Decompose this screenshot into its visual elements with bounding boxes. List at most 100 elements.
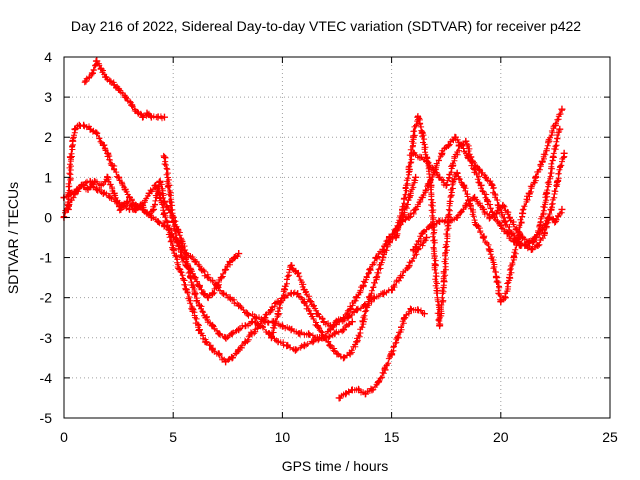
data-point	[418, 229, 426, 237]
data-point	[532, 234, 540, 241]
data-point	[320, 318, 328, 326]
data-point	[147, 213, 155, 221]
data-point	[143, 209, 151, 217]
data-point	[165, 225, 173, 233]
data-point	[484, 197, 492, 205]
data-point	[154, 217, 162, 225]
grid-lines	[64, 57, 610, 418]
data-point	[274, 310, 282, 318]
data-point	[110, 189, 118, 197]
data-point	[176, 266, 184, 274]
data-point	[222, 358, 230, 366]
data-point	[86, 125, 94, 133]
data-point	[416, 153, 424, 161]
data-point	[551, 121, 559, 129]
data-point	[462, 137, 470, 145]
data-point	[182, 262, 190, 270]
data-point	[93, 57, 101, 65]
data-point	[558, 205, 566, 213]
data-point	[462, 201, 470, 209]
data-point	[101, 73, 109, 81]
data-point	[497, 298, 505, 306]
chart-title: Day 216 of 2022, Sidereal Day-to-day VTE…	[71, 18, 581, 34]
data-point	[198, 266, 206, 274]
data-point	[429, 165, 437, 173]
data-point	[396, 274, 404, 282]
data-point	[307, 310, 315, 318]
data-point	[235, 326, 243, 334]
data-point	[209, 346, 217, 354]
data-point	[379, 254, 387, 262]
data-point	[160, 113, 168, 121]
data-point	[235, 250, 243, 258]
data-point	[427, 221, 435, 229]
data-point	[545, 137, 553, 145]
data-point	[455, 141, 463, 149]
data-point	[471, 193, 479, 201]
data-point	[412, 205, 420, 213]
data-point	[409, 246, 417, 254]
data-point	[479, 205, 487, 213]
data-point	[241, 338, 249, 346]
data-point	[420, 310, 428, 318]
y-tick-label: -2	[40, 290, 53, 306]
data-point	[473, 221, 481, 229]
data-point	[261, 314, 269, 322]
data-point	[554, 177, 562, 185]
data-point	[407, 306, 415, 314]
data-point	[209, 322, 217, 330]
y-tick-label: 1	[44, 169, 52, 185]
data-point	[86, 177, 94, 185]
data-point	[313, 310, 321, 318]
data-point	[501, 217, 509, 225]
data-point	[527, 246, 535, 254]
data-point	[123, 197, 131, 205]
data-point	[442, 181, 450, 189]
data-point	[348, 386, 356, 394]
data-point	[217, 274, 225, 282]
data-point	[195, 326, 203, 334]
data-point	[388, 286, 396, 294]
data-point	[359, 318, 367, 326]
data-point	[160, 209, 168, 217]
data-point	[88, 69, 96, 77]
data-point	[479, 234, 487, 241]
data-point	[409, 133, 417, 141]
data-point	[274, 338, 282, 346]
data-point	[423, 234, 431, 241]
data-point	[453, 169, 461, 177]
data-point	[340, 326, 348, 334]
series-arc-10	[409, 193, 566, 254]
series-arc-4	[60, 173, 420, 366]
data-point	[99, 189, 107, 197]
data-point	[93, 129, 101, 137]
data-point	[195, 302, 203, 310]
data-point	[547, 205, 555, 213]
plot-frame	[63, 56, 611, 419]
y-tick-label: -4	[40, 370, 53, 386]
data-point	[156, 193, 164, 201]
series-arc-7	[335, 305, 428, 402]
x-tick-label: 0	[60, 429, 68, 445]
x-tick-label: 10	[275, 429, 291, 445]
data-point	[534, 242, 542, 250]
data-point	[444, 141, 452, 149]
data-point	[287, 290, 295, 298]
data-point	[215, 330, 223, 338]
data-point	[468, 157, 476, 165]
data-point	[222, 266, 230, 274]
data-point	[169, 246, 177, 254]
data-point	[545, 213, 553, 221]
data-point	[80, 121, 88, 129]
data-point	[121, 185, 129, 193]
data-point	[104, 173, 112, 181]
x-tick-label: 5	[169, 429, 177, 445]
data-point	[436, 322, 444, 330]
data-point	[69, 137, 77, 145]
data-point	[97, 65, 105, 73]
data-point	[436, 173, 444, 181]
data-point	[235, 346, 243, 354]
data-point	[405, 193, 413, 201]
series-line	[85, 59, 165, 119]
